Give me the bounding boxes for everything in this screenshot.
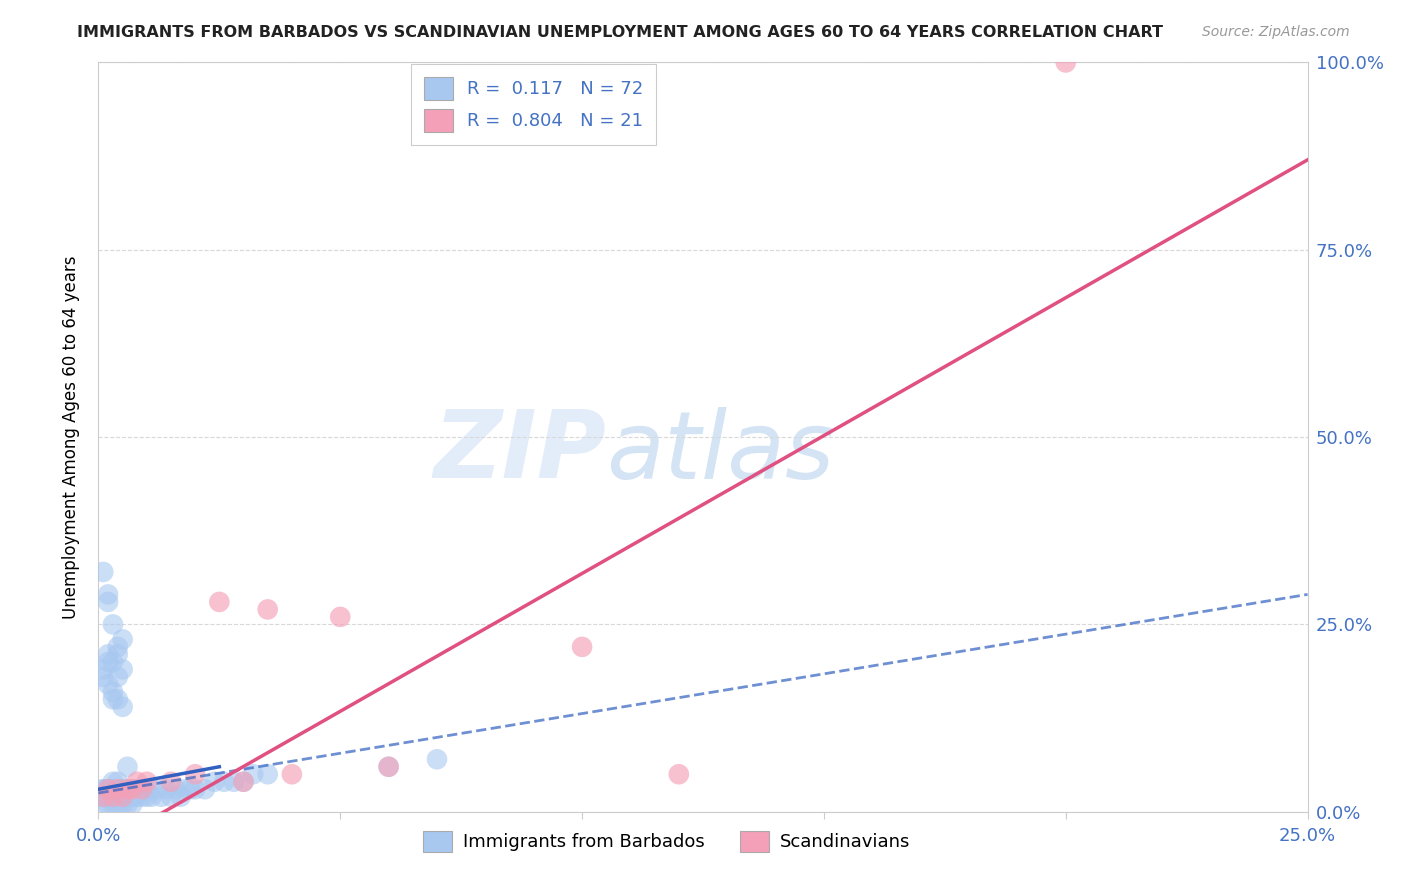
Y-axis label: Unemployment Among Ages 60 to 64 years: Unemployment Among Ages 60 to 64 years <box>62 255 80 619</box>
Point <box>107 782 129 797</box>
Point <box>91 565 114 579</box>
Point <box>101 617 124 632</box>
Point <box>145 782 167 797</box>
Point <box>121 782 143 797</box>
Point <box>97 789 120 804</box>
Point <box>127 774 149 789</box>
Point <box>117 782 139 797</box>
Point <box>97 782 120 797</box>
Legend: Immigrants from Barbados, Scandinavians: Immigrants from Barbados, Scandinavians <box>416 823 918 859</box>
Point <box>169 789 191 804</box>
Point <box>101 789 124 804</box>
Point <box>160 774 183 789</box>
Point <box>91 670 114 684</box>
Point <box>426 752 449 766</box>
Point <box>101 782 124 797</box>
Text: atlas: atlas <box>606 407 835 498</box>
Point <box>97 782 120 797</box>
Point <box>111 789 134 804</box>
Point <box>204 774 226 789</box>
Point <box>91 797 114 812</box>
Point <box>101 774 124 789</box>
Point <box>135 782 157 797</box>
Point <box>131 789 153 804</box>
Point <box>127 782 149 797</box>
Point <box>131 782 153 797</box>
Point <box>101 797 124 812</box>
Text: Source: ZipAtlas.com: Source: ZipAtlas.com <box>1202 25 1350 39</box>
Point <box>256 602 278 616</box>
Point <box>111 789 134 804</box>
Point <box>97 595 120 609</box>
Point <box>97 677 120 691</box>
Point <box>111 632 134 647</box>
Point <box>101 789 124 804</box>
Point <box>97 797 120 812</box>
Point <box>1054 55 1077 70</box>
Point <box>91 782 114 797</box>
Point <box>174 782 197 797</box>
Point <box>101 655 124 669</box>
Point <box>184 782 207 797</box>
Point <box>91 782 114 797</box>
Point <box>571 640 593 654</box>
Point <box>232 774 254 789</box>
Point <box>668 767 690 781</box>
Point <box>160 789 183 804</box>
Point <box>135 774 157 789</box>
Point <box>101 692 124 706</box>
Point <box>117 789 139 804</box>
Point <box>107 670 129 684</box>
Point <box>97 655 120 669</box>
Point <box>329 610 352 624</box>
Point <box>232 774 254 789</box>
Point <box>107 640 129 654</box>
Point <box>377 760 399 774</box>
Point <box>107 692 129 706</box>
Point <box>117 760 139 774</box>
Point <box>107 789 129 804</box>
Point <box>97 648 120 662</box>
Point <box>377 760 399 774</box>
Text: IMMIGRANTS FROM BARBADOS VS SCANDINAVIAN UNEMPLOYMENT AMONG AGES 60 TO 64 YEARS : IMMIGRANTS FROM BARBADOS VS SCANDINAVIAN… <box>77 25 1163 40</box>
Point <box>107 648 129 662</box>
Point <box>179 782 201 797</box>
Point <box>91 789 114 804</box>
Point <box>242 767 264 781</box>
Point <box>131 782 153 797</box>
Point <box>97 587 120 601</box>
Point <box>165 782 187 797</box>
Point <box>107 782 129 797</box>
Point <box>91 789 114 804</box>
Point <box>281 767 304 781</box>
Point <box>97 782 120 797</box>
Point <box>212 774 235 789</box>
Point <box>107 774 129 789</box>
Point <box>121 782 143 797</box>
Point <box>256 767 278 781</box>
Point <box>184 767 207 781</box>
Point <box>222 774 245 789</box>
Point <box>141 789 163 804</box>
Point <box>107 797 129 812</box>
Point <box>135 789 157 804</box>
Point <box>194 782 217 797</box>
Point <box>91 662 114 676</box>
Point <box>121 789 143 804</box>
Text: ZIP: ZIP <box>433 406 606 498</box>
Point <box>111 662 134 676</box>
Point <box>117 797 139 812</box>
Point <box>91 789 114 804</box>
Point <box>111 782 134 797</box>
Point <box>111 797 134 812</box>
Point <box>111 699 134 714</box>
Point <box>150 789 173 804</box>
Point <box>155 782 177 797</box>
Point <box>121 797 143 812</box>
Point <box>97 789 120 804</box>
Point <box>117 782 139 797</box>
Point <box>101 685 124 699</box>
Point <box>208 595 231 609</box>
Point <box>127 789 149 804</box>
